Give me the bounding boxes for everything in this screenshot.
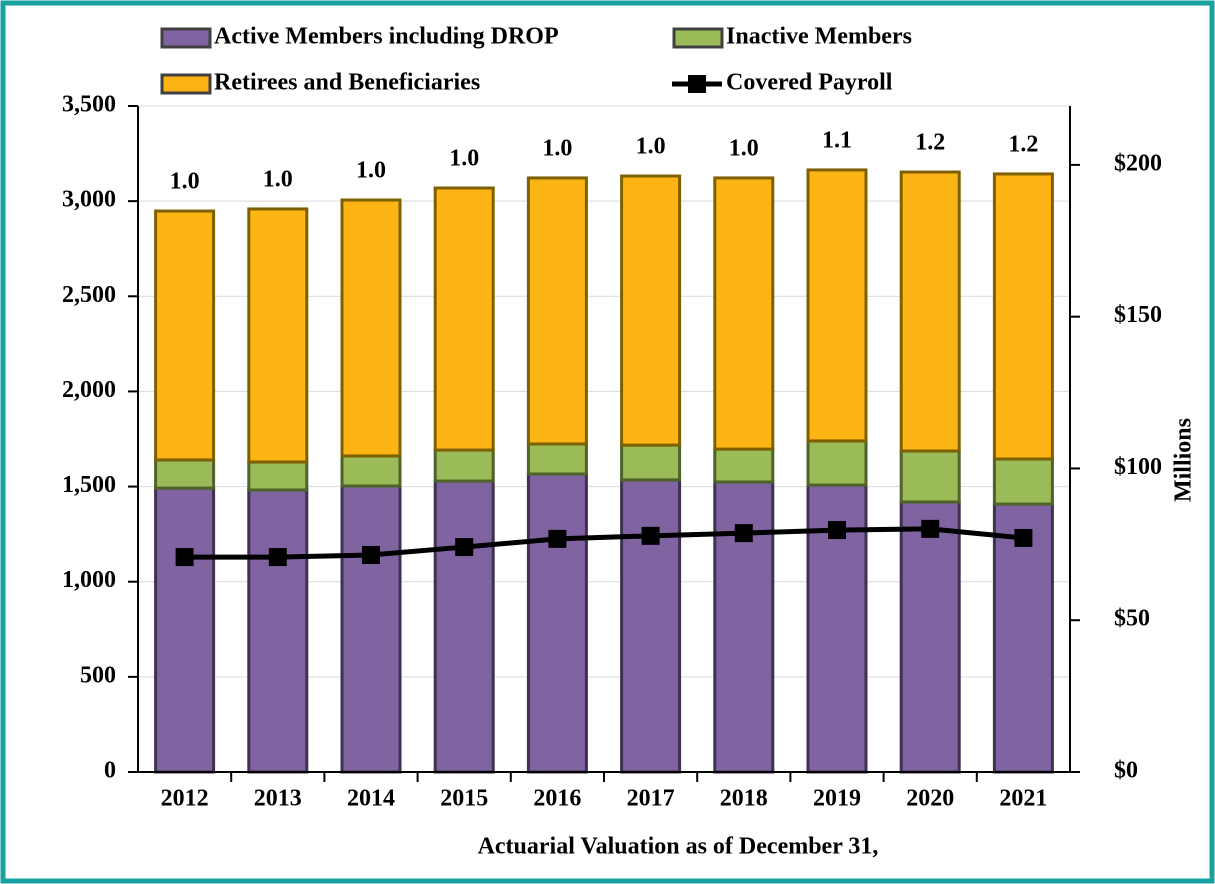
- bar: [526, 442, 588, 476]
- line-marker: [641, 526, 660, 545]
- line-marker: [268, 548, 287, 567]
- y-tick-label: 2,500: [62, 282, 116, 308]
- bar: [433, 448, 495, 483]
- legend-swatch: [160, 27, 212, 49]
- x-tick-label: 2017: [627, 786, 675, 812]
- y2-tick-label: $150: [1114, 302, 1162, 328]
- legend-swatch: [160, 73, 212, 95]
- bar-label: 1.0: [542, 135, 572, 161]
- x-tick-label: 2021: [999, 786, 1047, 812]
- y2-tick-label: $0: [1114, 758, 1138, 784]
- bar: [526, 176, 588, 446]
- y-tick-label: 2,000: [62, 377, 116, 403]
- line: [184, 526, 1024, 560]
- bar: [713, 447, 775, 484]
- line-marker: [828, 521, 846, 540]
- bar-label: 1.0: [636, 134, 666, 160]
- line-marker: [548, 529, 567, 548]
- bar: [992, 502, 1054, 774]
- y2-axis-title: Millions: [1171, 418, 1197, 502]
- bar-label: 1.0: [356, 158, 386, 184]
- bar: [154, 458, 216, 490]
- bar: [340, 198, 402, 458]
- y-tick-label: 3,500: [62, 92, 116, 118]
- line-marker: [362, 545, 380, 564]
- bar: [247, 207, 309, 464]
- x-tick-label: 2015: [440, 786, 488, 812]
- bar-label: 1.0: [263, 166, 293, 192]
- bar: [713, 176, 775, 451]
- bar-label: 1.0: [170, 169, 200, 195]
- line-marker: [734, 524, 753, 543]
- y2-tick-label: $100: [1114, 454, 1162, 480]
- legend-marker: [688, 75, 706, 93]
- bar-label: 1.2: [915, 130, 945, 156]
- legend-label: Active Members including DROP: [214, 24, 559, 50]
- x-tick-label: 2019: [813, 786, 861, 812]
- legend-label: Retirees and Beneficiaries: [214, 70, 480, 96]
- bar: [340, 484, 402, 774]
- line-marker: [921, 519, 940, 538]
- line-marker: [455, 538, 474, 557]
- bar: [992, 457, 1054, 506]
- bar: [620, 174, 682, 447]
- bar: [526, 472, 588, 774]
- x-tick-label: 2014: [347, 786, 395, 812]
- x-axis-title: Actuarial Valuation as of December 31,: [478, 834, 879, 860]
- bar: [899, 170, 961, 453]
- bar: [992, 172, 1054, 461]
- x-tick-label: 2012: [161, 786, 209, 812]
- legend-label: Inactive Members: [726, 24, 912, 50]
- bar: [806, 439, 868, 487]
- bar: [806, 168, 868, 443]
- bar: [620, 478, 682, 774]
- x-tick-label: 2018: [720, 786, 768, 812]
- bar: [433, 479, 495, 774]
- y2-tick-label: $200: [1114, 150, 1162, 176]
- bar-label: 1.0: [449, 146, 479, 172]
- bar: [247, 460, 309, 492]
- legend-label: Covered Payroll: [726, 70, 893, 96]
- y-tick-label: 3,000: [62, 187, 116, 213]
- line-marker: [175, 548, 194, 567]
- bar: [340, 454, 402, 488]
- y-tick-label: 500: [80, 662, 116, 688]
- bar: [620, 443, 682, 482]
- legend-swatch: [672, 27, 724, 49]
- bar-label: 1.1: [822, 127, 852, 153]
- y-tick-label: 1,000: [62, 567, 116, 593]
- y-tick-label: 1,500: [62, 472, 116, 498]
- x-tick-label: 2020: [906, 786, 954, 812]
- bar: [154, 209, 216, 462]
- x-tick-label: 2013: [254, 786, 302, 812]
- line-marker: [1014, 528, 1033, 547]
- bar: [154, 486, 216, 774]
- bar: [247, 488, 309, 774]
- y2-tick-label: $50: [1114, 606, 1150, 632]
- bar: [899, 449, 961, 504]
- bar-label: 1.0: [729, 135, 759, 161]
- y-tick-label: 0: [104, 758, 116, 784]
- bar: [899, 500, 961, 774]
- x-tick-label: 2016: [533, 786, 581, 812]
- bar: [433, 186, 495, 452]
- bar-label: 1.2: [1008, 131, 1038, 157]
